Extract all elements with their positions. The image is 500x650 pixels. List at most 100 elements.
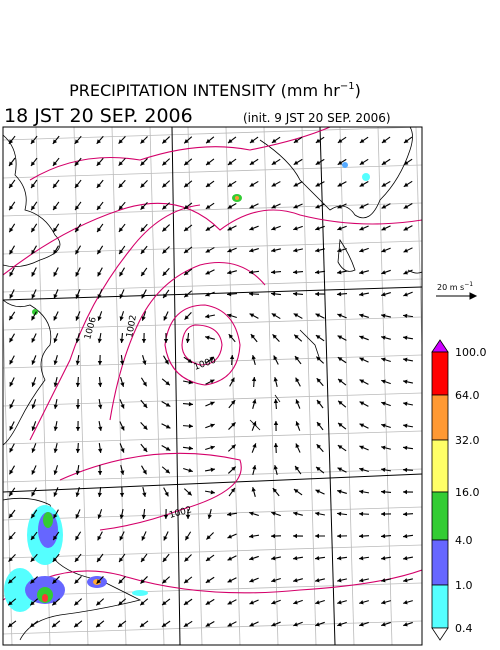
wind-arrow-head <box>9 403 14 409</box>
wind-arrow-head <box>252 465 257 470</box>
wind-arrow-head <box>359 379 365 384</box>
valid-time: 18 JST 20 SEP. 2006 <box>4 105 193 127</box>
wind-arrow-head <box>164 359 169 365</box>
wind-arrow-head <box>184 226 189 232</box>
wind-arrow-head <box>210 401 215 406</box>
wind-reference-label: 20 m s−1 <box>437 281 473 292</box>
wind-arrow-head <box>227 182 233 187</box>
wind-arrow-head <box>31 205 36 211</box>
wind-arrow-head <box>252 421 257 426</box>
wind-arrow-head <box>120 404 125 409</box>
wind-arrow-head <box>118 601 123 606</box>
wind-arrow-head <box>403 511 408 517</box>
colorbar-label: 100.0 <box>455 346 487 359</box>
wind-arrow-head <box>118 622 123 628</box>
wind-arrow-head <box>209 356 214 362</box>
wind-arrow-head <box>359 423 365 428</box>
grid-line <box>149 127 165 645</box>
wind-arrow-head <box>337 489 342 494</box>
wind-arrow-head <box>337 313 342 318</box>
wind-arrow-head <box>205 335 210 340</box>
wind-arrow-head <box>162 249 167 254</box>
wind-arrow-head <box>293 182 299 187</box>
wind-arrow-head <box>141 557 146 563</box>
wind-arrow-head <box>337 467 343 472</box>
wind-arrow-head <box>337 270 342 275</box>
wind-arrow-head <box>338 400 343 406</box>
wind-arrow-head <box>381 357 386 362</box>
wind-arrow-head <box>97 316 102 321</box>
wind-arrow-head <box>120 470 125 475</box>
wind-arrow-head <box>403 600 408 605</box>
wind-arrow-head <box>359 313 364 318</box>
wind-arrow-head <box>271 578 276 583</box>
grid-line <box>3 278 422 293</box>
grid-line <box>225 127 241 645</box>
wind-arrow-head <box>187 491 192 496</box>
wind-arrow-head <box>205 226 211 231</box>
wind-arrow-head <box>231 466 236 471</box>
wind-arrow-head <box>98 404 103 409</box>
wind-arrow-head <box>315 600 320 605</box>
wind-arrow-head <box>9 205 14 211</box>
wind-arrow-head <box>403 357 408 362</box>
wind-arrow-head <box>272 334 277 339</box>
wind-arrow-head <box>293 204 298 209</box>
grid-line <box>301 127 317 645</box>
wind-arrow-head <box>403 556 408 561</box>
wind-arrow-head <box>31 227 36 233</box>
wind-arrow-head <box>293 160 299 165</box>
wind-arrow-head <box>75 205 80 211</box>
map-area: 1006 1002 1000 1002 <box>3 127 468 645</box>
wind-arrow-head <box>403 204 409 209</box>
wind-arrow-head <box>359 511 364 517</box>
wind-arrow-head <box>31 249 36 255</box>
grid-line <box>454 127 468 645</box>
wind-arrow-head <box>295 465 300 471</box>
wind-arrow-head <box>381 622 386 627</box>
wind-arrow-head <box>227 270 232 275</box>
wind-arrow-head <box>97 470 103 475</box>
wind-arrow-head <box>187 358 193 363</box>
wind-arrow-head <box>271 138 277 143</box>
wind-arrow-head <box>30 161 36 166</box>
wind-arrow-head <box>231 422 236 427</box>
wind-arrow-head <box>75 470 81 475</box>
wind-arrow-head <box>359 204 365 209</box>
wind-arrow-head <box>184 315 189 320</box>
wind-arrow-head <box>227 534 232 539</box>
wind-arrow-head <box>337 511 342 517</box>
wind-arrow-head <box>205 314 210 319</box>
wind-arrow-head <box>53 249 58 255</box>
wind-arrow-head <box>293 600 298 605</box>
wind-arrow-head <box>403 489 408 495</box>
wind-arrow-head <box>97 271 102 277</box>
map-frame <box>2 126 423 646</box>
wind-arrow-head <box>97 249 102 255</box>
wind-arrow-head <box>162 271 167 276</box>
wind-arrow-head <box>9 337 14 343</box>
grid-line <box>3 202 422 217</box>
wind-arrow-head <box>118 139 123 144</box>
wind-arrow-head <box>403 401 408 406</box>
wind-arrow-head <box>9 161 14 167</box>
isobar-label: 1002 <box>125 314 139 338</box>
wind-arrow-head <box>359 335 364 340</box>
wind-arrow-head <box>249 291 254 297</box>
wind-arrow-head <box>31 183 36 189</box>
wind-arrow-head <box>315 578 320 583</box>
wind-arrow-head <box>9 315 14 321</box>
wind-arrow-head <box>119 249 124 255</box>
wind-arrow-head <box>96 601 101 606</box>
wind-arrow-head <box>403 379 408 384</box>
wind-arrow-head <box>205 182 211 187</box>
wind-arrow-head <box>206 138 211 144</box>
wind-arrow-head <box>249 160 255 165</box>
wind-arrow-head <box>271 313 277 318</box>
wind-arrow-head <box>184 182 189 188</box>
wind-arrow-head <box>75 448 81 453</box>
colorbar-label: 0.4 <box>455 622 473 635</box>
wind-arrow-head <box>75 404 81 409</box>
wind-arrow-head <box>337 578 342 583</box>
wind-arrow-head <box>381 138 387 143</box>
